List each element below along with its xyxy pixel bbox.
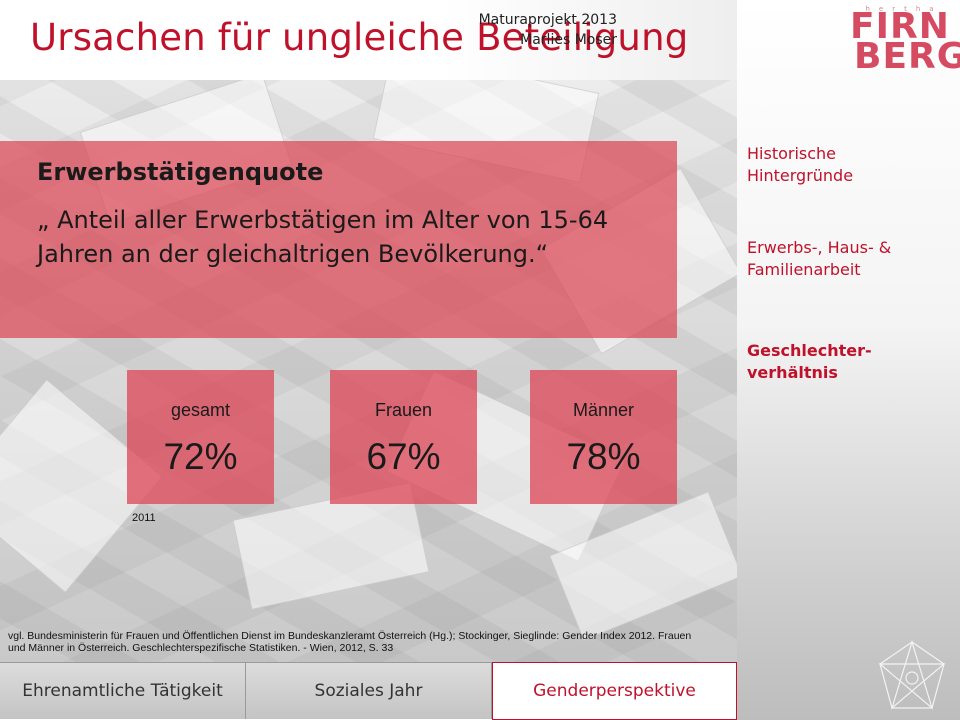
stat-label: Frauen xyxy=(374,400,433,420)
credit-author: Marlies Moser xyxy=(520,32,617,48)
school-logo: hertha FIRN BERG xyxy=(848,5,960,75)
stat-label: gesamt xyxy=(170,400,231,420)
nav-historische-hintergruende[interactable]: Historische Hintergründe xyxy=(747,144,854,185)
stat-value: 67% xyxy=(366,436,441,477)
stat-value: 78% xyxy=(566,436,641,477)
page-title: Ursachen für ungleiche Beteiligung xyxy=(30,16,689,59)
stat-value: 72% xyxy=(163,436,238,477)
star-ornament-icon xyxy=(878,639,946,710)
logo-line1: FIRN xyxy=(850,6,950,47)
project-credit: Maturaprojekt 2013 Marlies Moser xyxy=(479,10,617,50)
tab-genderperspektive[interactable]: Genderperspektive xyxy=(492,662,737,720)
stat-card-maenner: Männer 78% xyxy=(530,370,677,504)
nav-erwerbs-haus-familienarbeit[interactable]: Erwerbs-, Haus- & Familienarbeit xyxy=(747,238,892,279)
header-bar: Ursachen für ungleiche Beteiligung Matur… xyxy=(0,0,737,80)
credit-project: Maturaprojekt 2013 xyxy=(478,12,617,28)
stat-label: Männer xyxy=(572,400,635,420)
source-citation: vgl. Bundesministerin für Frauen und Öff… xyxy=(8,630,692,654)
tab-ehrenamtliche-taetigkeit[interactable]: Ehrenamtliche Tätigkeit xyxy=(0,662,246,719)
stat-card-gesamt: gesamt 72% xyxy=(127,370,274,504)
nav-geschlechterverhaeltnis[interactable]: Geschlechter-verhältnis xyxy=(747,341,872,382)
definition-box: Erwerbstätigenquote „ Anteil aller Erwer… xyxy=(0,141,677,338)
side-panel xyxy=(737,0,960,720)
tab-soziales-jahr[interactable]: Soziales Jahr xyxy=(246,662,492,719)
definition-heading: Erwerbstätigenquote xyxy=(37,158,324,186)
definition-text: „ Anteil aller Erwerbstätigen im Alter v… xyxy=(37,206,609,268)
stat-card-frauen: Frauen 67% xyxy=(330,370,477,504)
bottom-tab-bar: Ehrenamtliche Tätigkeit Soziales Jahr Ge… xyxy=(0,662,737,720)
logo-line2: BERG xyxy=(854,36,960,77)
logo-small-text: hertha xyxy=(865,5,943,13)
stat-year: 2011 xyxy=(132,512,156,524)
